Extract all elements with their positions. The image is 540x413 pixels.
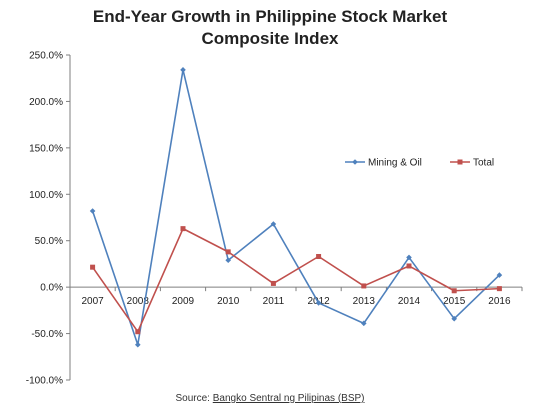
x-tick-label: 2015 xyxy=(443,296,466,307)
y-tick-label: 150.0% xyxy=(29,143,63,154)
x-tick-label: 2010 xyxy=(217,296,240,307)
chart-title: End-Year Growth in Philippine Stock Mark… xyxy=(0,6,540,50)
source-prefix: Source: xyxy=(175,393,213,404)
x-tick-label: 2016 xyxy=(488,296,511,307)
x-tick-label: 2008 xyxy=(127,296,150,307)
series-line-1 xyxy=(91,69,500,346)
x-tick-label: 2013 xyxy=(353,296,376,307)
x-tick-label: 2014 xyxy=(398,296,421,307)
y-tick-label: 50.0% xyxy=(35,236,63,247)
series-1-point xyxy=(406,254,412,261)
series-2-point xyxy=(496,286,502,292)
series-2-point xyxy=(451,288,457,294)
series-2-point xyxy=(316,254,322,259)
x-tick-label: 2011 xyxy=(263,296,285,307)
series-1-point xyxy=(361,320,367,327)
x-tick-label: 2007 xyxy=(81,296,104,307)
series-2-point xyxy=(90,264,96,270)
series-2-point xyxy=(361,283,367,289)
y-tick-label: 0.0% xyxy=(40,283,63,294)
series-1-point xyxy=(225,257,231,264)
series-2-point xyxy=(270,280,276,286)
legend-label-2: Total xyxy=(473,158,494,169)
series-2-point xyxy=(180,226,186,232)
series-1-point xyxy=(496,272,503,278)
x-tick-label: 2009 xyxy=(172,296,195,307)
y-tick-label: 250.0% xyxy=(29,51,63,62)
source-note: Source: Bangko Sentral ng Pilipinas (BSP… xyxy=(0,393,540,404)
chart-title-line-1: End-Year Growth in Philippine Stock Mark… xyxy=(92,7,448,26)
series-2-point xyxy=(225,249,231,255)
legend-marker-2 xyxy=(457,159,463,165)
series-1-point xyxy=(89,208,96,214)
y-tick-label: 200.0% xyxy=(29,97,63,108)
source-link[interactable]: Bangko Sentral ng Pilipinas (BSP) xyxy=(212,393,365,404)
y-tick-label: -50.0% xyxy=(31,329,63,340)
series-1-point xyxy=(180,67,186,73)
series-1-point xyxy=(135,341,141,348)
y-tick-label: 100.0% xyxy=(29,190,63,201)
legend-label-1: Mining & Oil xyxy=(368,158,422,169)
chart-title-line-2: Composite Index xyxy=(201,29,339,48)
legend-marker-1 xyxy=(352,159,358,165)
series-2-point xyxy=(406,263,412,269)
series-1-point xyxy=(270,221,277,227)
series-2-point xyxy=(135,329,141,335)
y-tick-label: -100.0% xyxy=(26,376,63,387)
series-1-point xyxy=(315,300,322,306)
series-1-point xyxy=(451,315,457,322)
series-line-2 xyxy=(91,227,500,333)
